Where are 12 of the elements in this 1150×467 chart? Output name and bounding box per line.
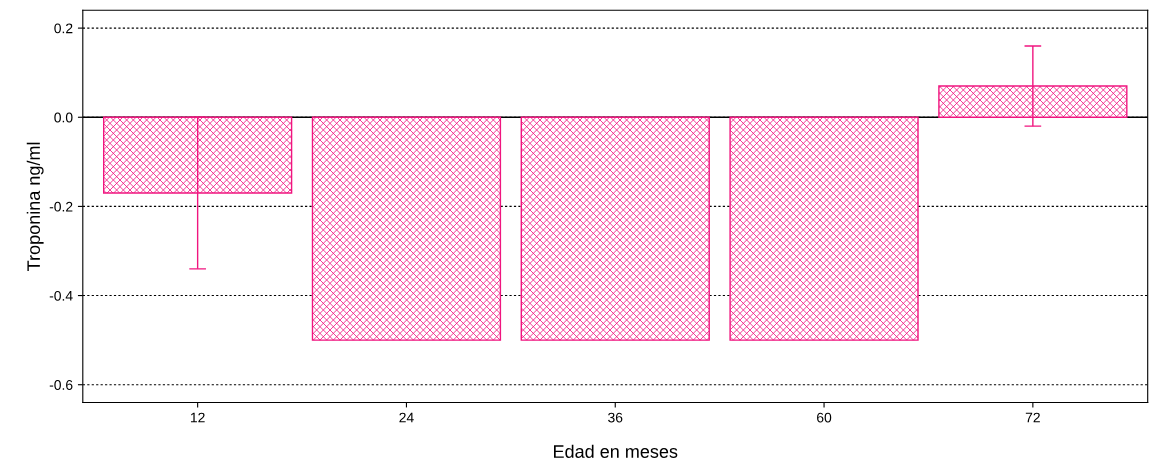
- x-tick-label: 12: [190, 412, 205, 423]
- x-tick-label: 36: [608, 412, 623, 423]
- x-tick-label: 60: [817, 412, 832, 423]
- x-axis-title: Edad en meses: [554, 444, 678, 458]
- x-tick-label: 72: [1025, 412, 1040, 423]
- x-tick-label: 24: [399, 412, 414, 423]
- y-tick-label: -0.2: [49, 201, 73, 212]
- y-tick-label: 0.0: [54, 112, 73, 123]
- y-tick-label: -0.6: [49, 380, 73, 390]
- y-tick-label: 0.2: [54, 23, 73, 34]
- y-axis-title: Troponina ng/ml: [26, 142, 44, 271]
- y-tick-label: -0.4: [49, 290, 73, 301]
